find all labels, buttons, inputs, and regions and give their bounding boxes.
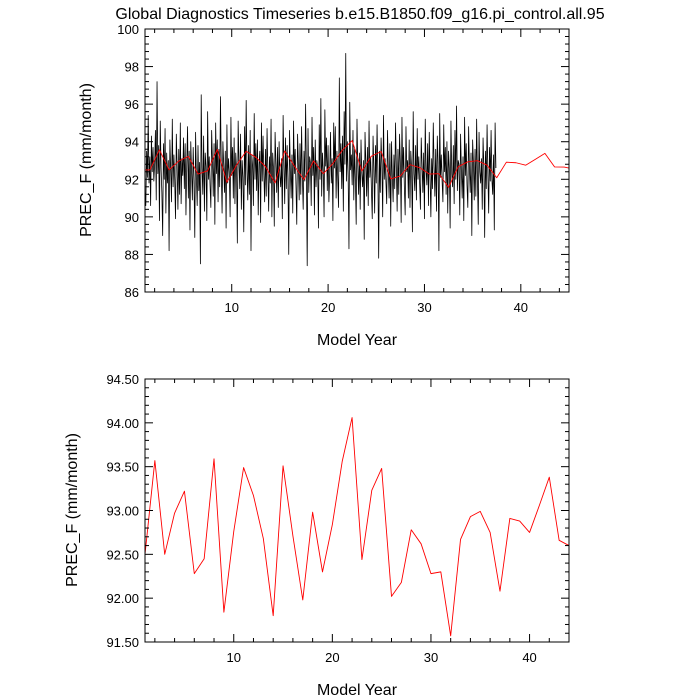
bottom-y-axis: 91.50 92.00 92.50 93.00 93.50 94.00 94.50 — [106, 372, 569, 650]
y-tick-label: 94 — [125, 135, 139, 150]
y-tick-label: 93.00 — [106, 504, 139, 519]
bottom-plot-area — [144, 417, 570, 637]
y-tick-label: 96 — [125, 97, 139, 112]
chart-title: Global Diagnostics Timeseries b.e15.B185… — [115, 6, 604, 23]
x-tick-label: 40 — [522, 650, 536, 665]
bottom-x-axis: 10 20 30 40 — [154, 379, 570, 665]
y-tick-label: 86 — [125, 285, 139, 300]
top-chart-panel: Global Diagnostics Timeseries b.e15.B185… — [78, 6, 605, 349]
top-x-axis: 10 20 30 40 — [154, 29, 560, 315]
bottom-x-axis-title: Model Year — [317, 682, 398, 699]
top-x-axis-title: Model Year — [317, 332, 398, 349]
y-tick-label: 93.50 — [106, 460, 139, 475]
x-tick-label: 30 — [417, 300, 431, 315]
monthly-series-line — [144, 53, 497, 267]
x-tick-label: 20 — [321, 300, 335, 315]
x-tick-label: 40 — [514, 300, 528, 315]
y-tick-label: 88 — [125, 247, 139, 262]
y-tick-label: 92.00 — [106, 591, 139, 606]
y-tick-label: 94.00 — [106, 416, 139, 431]
y-tick-label: 100 — [117, 22, 139, 37]
annual-series-line — [144, 417, 570, 637]
y-tick-label: 92.50 — [106, 547, 139, 562]
x-tick-label: 10 — [224, 300, 238, 315]
bottom-y-axis-title: PREC_F (mm/month) — [64, 433, 81, 587]
y-tick-label: 91.50 — [106, 635, 139, 650]
y-tick-label: 98 — [125, 60, 139, 75]
x-tick-label: 30 — [424, 650, 438, 665]
annual-series-line — [145, 140, 570, 188]
bottom-plot-frame — [144, 378, 570, 643]
top-y-axis-title: PREC_F (mm/month) — [78, 83, 95, 237]
y-tick-label: 90 — [125, 210, 139, 225]
x-tick-label: 10 — [227, 650, 241, 665]
x-tick-label: 20 — [325, 650, 339, 665]
y-tick-label: 94.50 — [106, 372, 139, 387]
top-plot-area — [144, 53, 570, 267]
top-plot-frame — [144, 28, 570, 293]
top-y-axis: 86 88 90 92 94 96 98 100 — [117, 22, 569, 300]
bottom-chart-panel: 10 20 30 40 91.5092.0092.5093.0093.5094.009… — [64, 372, 570, 699]
y-tick-label: 92 — [125, 172, 139, 187]
